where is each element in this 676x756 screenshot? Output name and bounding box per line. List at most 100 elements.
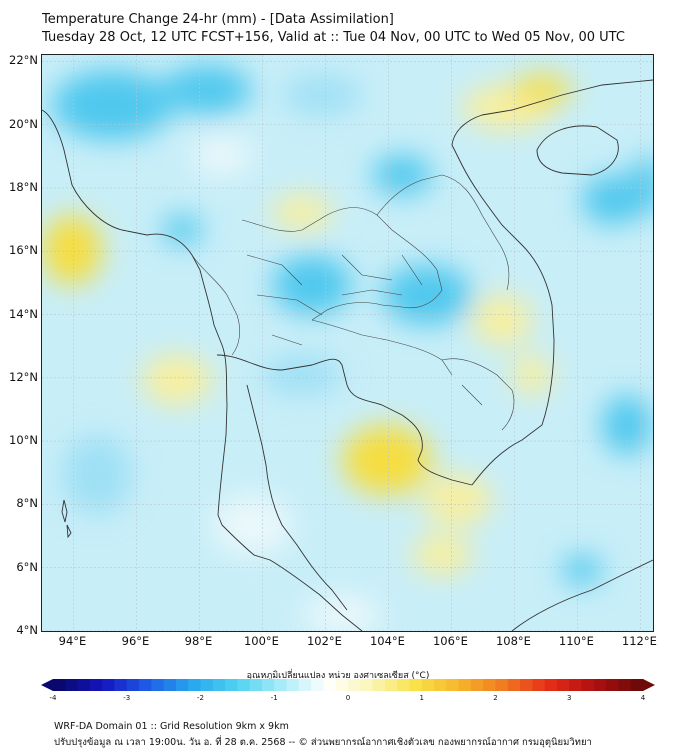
colorbar-segment [581,679,595,691]
colorbar-min-extension [41,679,53,691]
colorbar-segment [397,679,410,691]
colorbar-segment [348,679,361,691]
field-anomaly-patch [272,195,332,230]
colorbar-segment [188,679,201,691]
field-anomaly-patch [512,75,572,105]
colorbar-segment [618,679,632,691]
field-anomaly-patch [62,435,132,515]
map-panel [41,54,654,632]
longitude-tick-label: 102°E [306,634,342,648]
colorbar-title: อุณหภูมิเปลี่ยนแปลง หน่วย องศาเซลเซียส (… [246,671,430,681]
colorbar-segment [249,679,263,691]
colorbar-segment [286,679,300,691]
colorbar-segment [507,679,521,691]
coastline-andaman [61,499,68,523]
colorbar-segment [102,679,115,691]
latitude-tick-label: 10°N [9,433,38,448]
colorbar-segment [53,679,66,691]
coastline-gulf [216,354,473,486]
colorbar-segment [532,679,546,691]
colorbar-segment [139,679,152,691]
longitude-tick-label: 104°E [369,634,405,648]
longitude-tick-label: 106°E [432,634,468,648]
colorbar-segment [163,679,177,691]
colorbar-segment [298,679,312,691]
border-thailand-cambodia [311,319,453,376]
colorbar-tick-label: -1 [270,694,278,702]
field-anomaly-patch [382,265,472,325]
field-anomaly-patch [142,355,212,405]
colorbar-segment [409,679,423,691]
coastline-borneo [511,559,653,631]
field-anomaly-patch [162,215,202,245]
colorbar-segment [421,679,435,691]
map-title: Temperature Change 24-hr (mm) - [Data As… [42,12,394,27]
coastline-vietnam [451,79,653,486]
colorbar-tick-label: 4 [640,694,646,702]
colorbar-segment [606,679,619,691]
field-anomaly-patch [632,155,653,215]
colorbar [41,679,655,691]
footer-model-info: WRF-DA Domain 01 :: Grid Resolution 9km … [54,721,289,732]
longitude-tick-label: 98°E [184,634,213,648]
field-background [42,55,653,631]
field-anomaly-patch [512,355,552,395]
colorbar-segment [556,679,570,691]
field-anomaly-patch [562,555,602,585]
latitude-tick-label: 4°N [16,623,38,637]
latitude-tick-label: 22°N [9,53,38,68]
field-anomaly-patch [602,395,652,455]
colorbar-segment [77,679,91,691]
field-anomaly-patch [372,155,432,195]
longitude-tick-label: 108°E [495,634,531,648]
coastline-west [42,109,363,631]
colorbar-segment [274,679,288,691]
colorbar-segment [175,679,189,691]
colorbar-segment [261,679,275,691]
colorbar-tick-label: -4 [49,694,57,702]
coastline-hainan [536,125,619,176]
colorbar-segment [495,679,509,691]
field-anomaly-patch [272,255,352,315]
colorbar-segment [200,679,214,691]
coastline-peninsula-east [246,384,348,611]
field-anomaly-patch [412,535,472,575]
colorbar-segment [237,679,251,691]
latitude-tick-label: 20°N [9,116,38,131]
colorbar-segment [384,679,398,691]
field-anomaly-patch [302,595,382,631]
coastline-nicobar [66,524,72,539]
longitude-tick-label: 112°E [621,634,657,648]
field-anomaly-patch [472,295,532,345]
field-anomaly-patch [582,175,642,225]
latitude-tick-label: 6°N [16,559,38,574]
latitude-tick-label: 14°N [9,306,38,321]
map-subtitle: Tuesday 28 Oct, 12 UTC FCST+156, Valid a… [42,30,625,45]
colorbar-tick-label: 1 [419,694,424,702]
field-anomaly-patch [342,425,432,495]
colorbar-segment [311,679,324,691]
colorbar-segment [630,679,644,691]
longitude-tick-label: 100°E [243,634,279,648]
latitude-tick-label: 18°N [9,179,38,194]
colorbar-segment [335,679,349,691]
longitude-tick-label: 96°E [121,634,150,648]
colorbar-segment [212,679,226,691]
colorbar-segment [544,679,558,691]
border-cambodia-vietnam [441,358,515,431]
colorbar-segment [483,679,496,691]
latitude-tick-label: 8°N [16,496,38,511]
border-laos-vietnam [376,174,510,291]
colorbar-segment [593,679,607,691]
latitude-tick-label: 16°N [9,243,38,258]
colorbar-tick-label: 0 [345,694,351,702]
colorbar-tick-label: 3 [567,694,572,702]
colorbar-segment [520,679,533,691]
field-anomaly-patch [162,65,252,115]
border-myanmar-thailand [191,254,241,356]
colorbar-tick-label: -2 [197,694,204,702]
field-anomaly-patch [52,70,172,140]
colorbar-segment [446,679,460,691]
colorbar-segment [470,679,484,691]
border-province-lines [246,254,483,406]
